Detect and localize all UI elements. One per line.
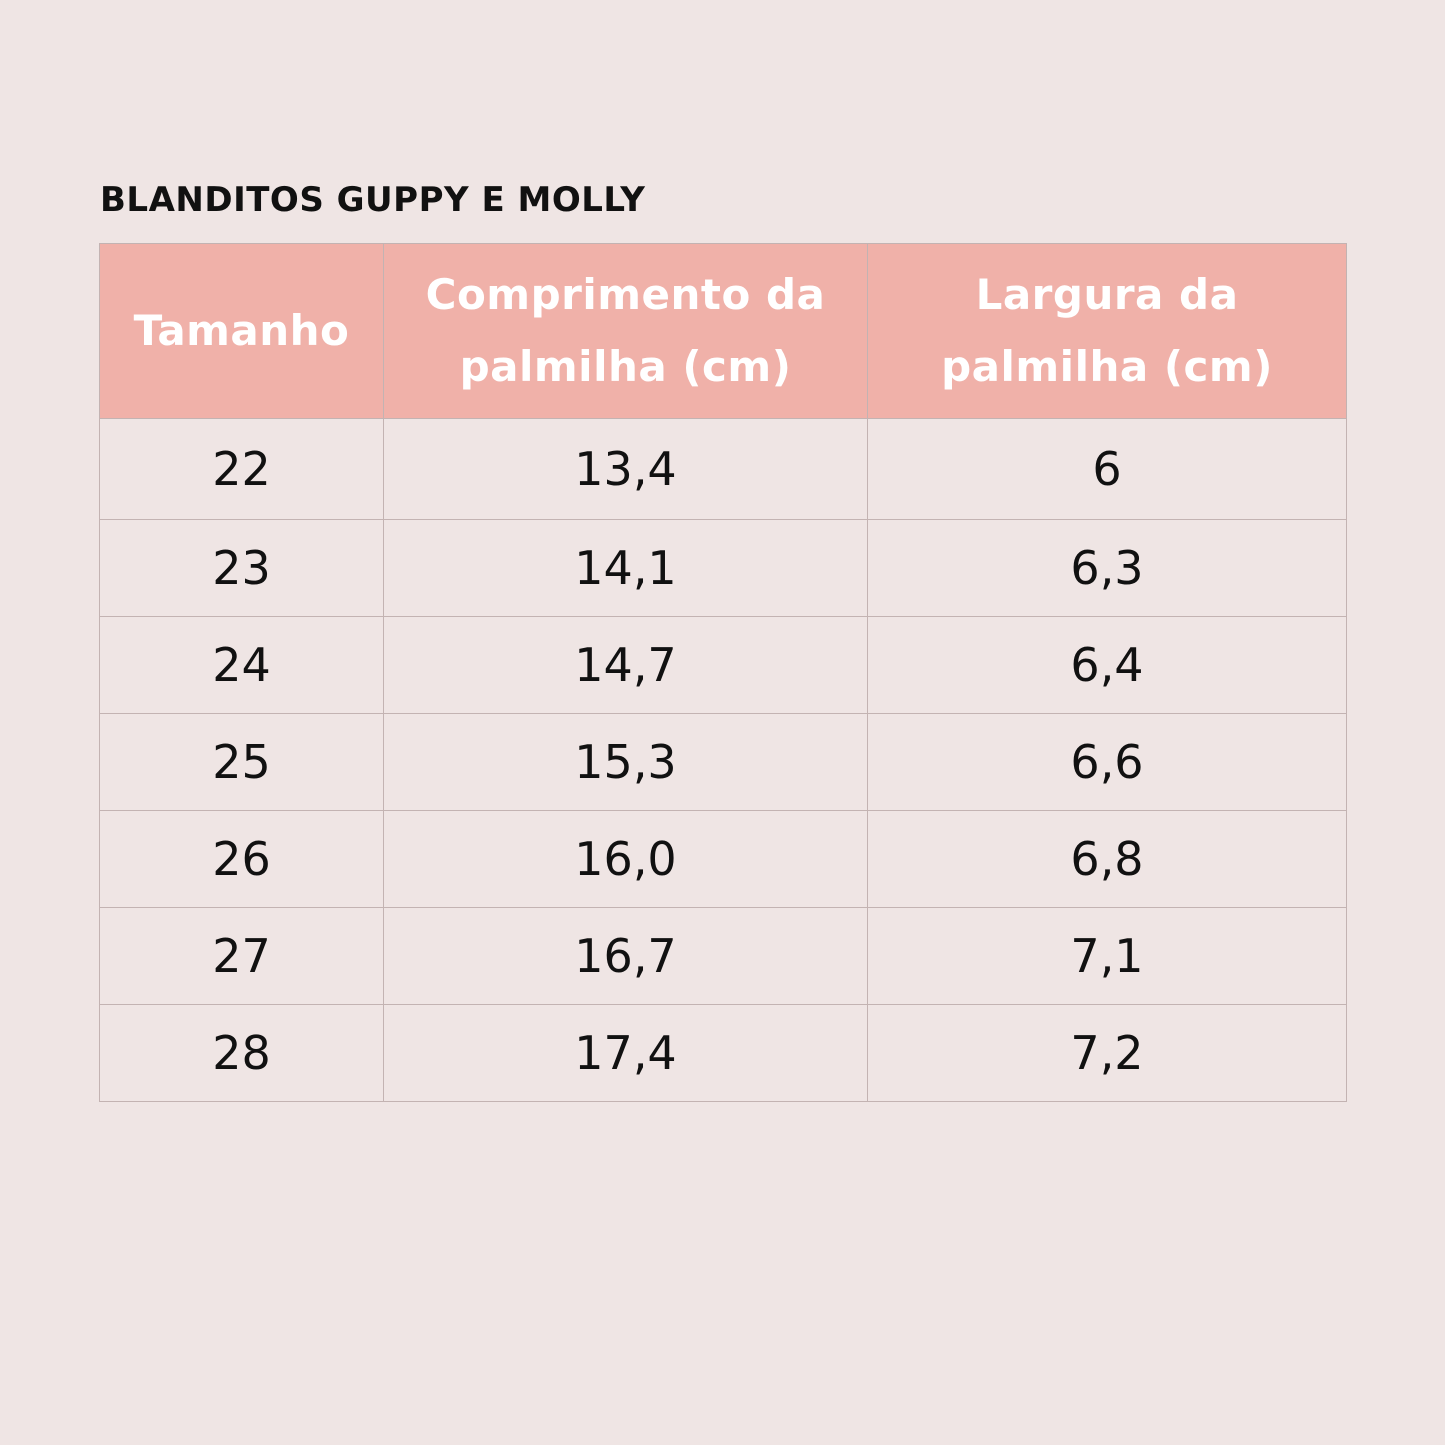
table-row: 24 14,7 6,4 <box>99 616 1347 714</box>
cell-size: 24 <box>99 616 384 714</box>
table-row: 28 17,4 7,2 <box>99 1004 1347 1102</box>
cell-length: 14,7 <box>383 616 868 714</box>
cell-width: 6 <box>867 418 1347 520</box>
cell-size: 26 <box>99 810 384 908</box>
page-title: BLANDITOS GUPPY E MOLLY <box>100 180 646 220</box>
cell-width: 6,6 <box>867 713 1347 811</box>
header-row: Tamanho Comprimento da palmilha (cm) Lar… <box>99 243 1347 419</box>
cell-length: 14,1 <box>383 519 868 617</box>
header-cell-largura: Largura da palmilha (cm) <box>867 243 1347 419</box>
table-row: 25 15,3 6,6 <box>99 713 1347 811</box>
table-row: 22 13,4 6 <box>99 418 1347 520</box>
cell-length: 16,7 <box>383 907 868 1005</box>
table-body: 22 13,4 6 23 14,1 6,3 24 14,7 6,4 25 15,… <box>99 418 1347 1102</box>
cell-width: 6,8 <box>867 810 1347 908</box>
cell-size: 23 <box>99 519 384 617</box>
header-cell-comprimento: Comprimento da palmilha (cm) <box>383 243 868 419</box>
cell-size: 25 <box>99 713 384 811</box>
cell-width: 6,3 <box>867 519 1347 617</box>
table-row: 27 16,7 7,1 <box>99 907 1347 1005</box>
table-row: 26 16,0 6,8 <box>99 810 1347 908</box>
table-header: Tamanho Comprimento da palmilha (cm) Lar… <box>99 243 1347 419</box>
header-label: Tamanho <box>133 306 350 355</box>
header-label: Largura da palmilha (cm) <box>941 270 1273 391</box>
cell-size: 28 <box>99 1004 384 1102</box>
header-label: Comprimento da palmilha (cm) <box>425 270 826 391</box>
header-cell-tamanho: Tamanho <box>99 243 384 419</box>
table-row: 23 14,1 6,3 <box>99 519 1347 617</box>
cell-width: 6,4 <box>867 616 1347 714</box>
cell-length: 16,0 <box>383 810 868 908</box>
cell-width: 7,2 <box>867 1004 1347 1102</box>
size-table: Tamanho Comprimento da palmilha (cm) Lar… <box>99 243 1347 1102</box>
cell-length: 13,4 <box>383 418 868 520</box>
cell-length: 17,4 <box>383 1004 868 1102</box>
cell-width: 7,1 <box>867 907 1347 1005</box>
cell-length: 15,3 <box>383 713 868 811</box>
cell-size: 27 <box>99 907 384 1005</box>
cell-size: 22 <box>99 418 384 520</box>
